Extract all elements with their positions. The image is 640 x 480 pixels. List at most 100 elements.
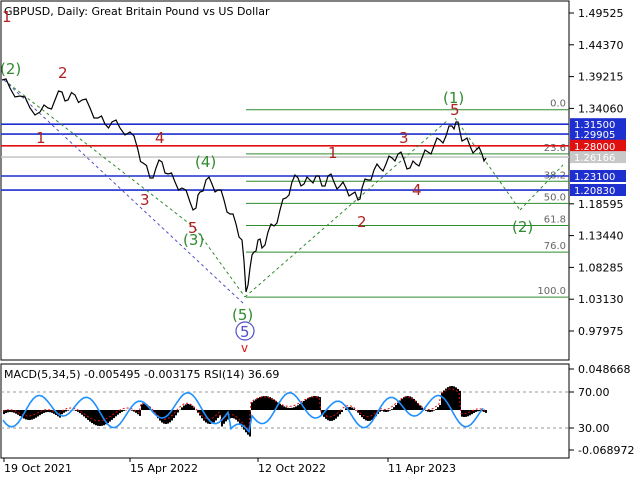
level-tag bbox=[570, 151, 626, 164]
wave-circle-label: 5 bbox=[240, 323, 250, 341]
macd-bar bbox=[339, 410, 341, 415]
rsi-line bbox=[2, 391, 484, 434]
macd-bar bbox=[11, 410, 13, 413]
macd-bar bbox=[141, 404, 143, 410]
macd-bar bbox=[3, 410, 5, 415]
price-tick-label: 1.44370 bbox=[578, 39, 624, 52]
macd-bar bbox=[161, 410, 163, 423]
macd-bar bbox=[455, 387, 457, 410]
fib-level-label: 61.8 bbox=[544, 215, 566, 226]
macd-bar bbox=[167, 410, 169, 424]
macd-bar bbox=[97, 410, 99, 426]
macd-bar bbox=[169, 410, 171, 423]
macd-bar bbox=[177, 410, 179, 413]
macd-bar bbox=[261, 396, 263, 410]
macd-bar bbox=[281, 405, 283, 410]
macd-bar bbox=[31, 410, 33, 420]
macd-bar bbox=[263, 396, 265, 410]
macd-bar bbox=[413, 398, 415, 410]
macd-bar bbox=[219, 410, 221, 416]
wave-label: 1 bbox=[36, 129, 46, 147]
macd-bar bbox=[381, 410, 383, 411]
macd-bar bbox=[259, 397, 261, 410]
macd-bar bbox=[63, 410, 65, 413]
macd-bar bbox=[379, 410, 381, 412]
macd-bar bbox=[321, 410, 323, 415]
wave-label: 5 bbox=[450, 101, 460, 119]
macd-bar bbox=[143, 404, 145, 410]
macd-bar bbox=[275, 400, 277, 410]
indicator-frame bbox=[0, 363, 570, 459]
macd-bar bbox=[47, 410, 49, 413]
macd-bar bbox=[393, 407, 395, 410]
macd-bar bbox=[237, 410, 239, 422]
chart-header: GBPUSD, Daily: Great Britain Pound vs US… bbox=[4, 5, 270, 18]
macd-bar bbox=[49, 410, 51, 413]
wave-label: 2 bbox=[357, 213, 367, 231]
macd-bar bbox=[439, 404, 441, 410]
wave-label: 2 bbox=[58, 64, 68, 82]
macd-bar bbox=[213, 410, 215, 423]
wave-circle bbox=[235, 321, 255, 341]
macd-bar bbox=[21, 410, 23, 418]
macd-bar bbox=[473, 410, 475, 413]
wave-label: 1 bbox=[328, 144, 338, 162]
wave-label: (5) bbox=[232, 306, 253, 324]
wave-labels: 1 (2) 2 1 3 4 (4) 5 (3) (5) 1 2 3 4 (1) … bbox=[0, 8, 533, 324]
horizontal-levels bbox=[1, 123, 569, 191]
macd-bar bbox=[273, 399, 275, 410]
macd-bar bbox=[35, 410, 37, 418]
macd-bar bbox=[7, 410, 9, 413]
macd-bar bbox=[345, 408, 347, 410]
macd-bar bbox=[245, 410, 247, 433]
forecast-line bbox=[519, 164, 564, 211]
macd-bar bbox=[385, 410, 387, 412]
macd-bar bbox=[53, 410, 55, 414]
price-tick-label: 1.34060 bbox=[578, 102, 624, 115]
macd-bar bbox=[387, 410, 389, 412]
macd-bar bbox=[279, 403, 281, 410]
macd-bar bbox=[267, 396, 269, 410]
macd-bar bbox=[389, 410, 391, 411]
wave-label: (1) bbox=[443, 89, 464, 107]
macd-bar bbox=[375, 410, 377, 417]
macd-bar bbox=[463, 410, 465, 417]
macd-bar bbox=[457, 388, 459, 410]
level-tag bbox=[570, 128, 626, 141]
macd-bar bbox=[155, 410, 157, 416]
macd-bar bbox=[349, 407, 351, 410]
macd-bar bbox=[101, 410, 103, 426]
macd-bar bbox=[247, 410, 249, 435]
macd-bar bbox=[269, 397, 271, 410]
time-tick-label: 11 Apr 2023 bbox=[388, 462, 456, 475]
macd-bar bbox=[157, 410, 159, 419]
macd-bar bbox=[475, 410, 477, 412]
macd-bar bbox=[221, 410, 223, 427]
macd-signal-line bbox=[2, 388, 486, 431]
macd-bar bbox=[369, 410, 371, 421]
macd-bar bbox=[147, 405, 149, 410]
macd-bar bbox=[449, 386, 451, 410]
macd-bar bbox=[479, 410, 481, 412]
macd-bar bbox=[327, 410, 329, 421]
macd-bar bbox=[421, 407, 423, 410]
level-tag-label: 1.31500 bbox=[574, 120, 615, 131]
macd-bar bbox=[405, 396, 407, 410]
macd-bar bbox=[111, 410, 113, 420]
wave-label: 5 bbox=[188, 219, 198, 237]
macd-bar bbox=[299, 403, 301, 410]
macd-bar bbox=[311, 396, 313, 410]
macd-bar bbox=[271, 398, 273, 410]
macd-bar bbox=[365, 410, 367, 421]
macd-bar bbox=[291, 407, 293, 410]
macd-bar bbox=[329, 410, 331, 421]
price-tick-label: 1.18595 bbox=[578, 198, 624, 211]
macd-bar bbox=[59, 410, 61, 418]
macd-bar bbox=[211, 410, 213, 424]
level-tag-label: 1.20830 bbox=[574, 186, 615, 197]
macd-bar bbox=[295, 406, 297, 410]
price-tick-label: 1.08285 bbox=[578, 261, 624, 274]
macd-bar bbox=[9, 410, 11, 413]
main-chart-frame bbox=[0, 0, 570, 361]
